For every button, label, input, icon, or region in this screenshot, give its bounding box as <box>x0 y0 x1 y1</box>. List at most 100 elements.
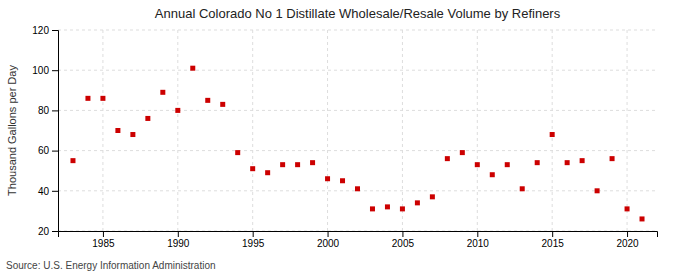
x-tick: 2015 <box>542 231 565 249</box>
y-tick-label: 20 <box>38 226 50 237</box>
grid-line-x <box>627 30 628 231</box>
grid-line-y <box>58 70 657 71</box>
x-tick: 1985 <box>92 231 115 249</box>
point <box>145 116 150 121</box>
x-tick-label: 1995 <box>242 238 265 249</box>
point <box>295 162 300 167</box>
point <box>175 108 180 113</box>
point <box>520 186 525 191</box>
y-axis: 20 40 60 80 100 120 <box>32 25 58 237</box>
point <box>595 188 600 193</box>
x-tick-label: 1985 <box>92 238 115 249</box>
x-axis-line <box>59 232 658 238</box>
title: Annual Colorado No 1 Distillate Wholesal… <box>155 6 561 21</box>
y-tick-mark <box>52 191 58 192</box>
grid-line-y <box>58 150 657 151</box>
point <box>355 186 360 191</box>
x-tick-label: 2010 <box>467 238 490 249</box>
point <box>340 178 345 183</box>
point <box>460 150 465 155</box>
y-tick-mark <box>52 231 58 232</box>
x-axis: 1985 1990 1995 2000 2005 2010 2015 2020 <box>59 231 658 249</box>
point <box>160 90 165 95</box>
x-tick-label: 1990 <box>167 238 190 249</box>
grid-line-y <box>58 110 657 111</box>
point <box>70 158 75 163</box>
grid-line-x <box>177 30 178 231</box>
y-tick: 100 <box>32 65 58 76</box>
y-tick-mark <box>52 30 58 31</box>
x-tick: 2020 <box>616 231 639 249</box>
x-tick-mark <box>627 231 628 237</box>
point <box>130 132 135 137</box>
y-tick-label: 100 <box>32 65 49 76</box>
y-tick-mark <box>52 70 58 71</box>
point <box>220 102 225 107</box>
grid-line-x <box>102 30 103 231</box>
grid-line-x <box>402 30 403 231</box>
grid-line-x <box>552 30 553 231</box>
y-axis-line <box>52 31 59 232</box>
point <box>430 194 435 199</box>
y-tick-label: 120 <box>32 25 49 36</box>
grid-line-x <box>327 30 328 231</box>
point <box>415 200 420 205</box>
point <box>85 96 90 101</box>
point <box>250 166 255 171</box>
x-tick: 2000 <box>317 231 340 249</box>
x-tick-mark <box>402 231 403 237</box>
point <box>640 216 645 221</box>
x-tick-mark <box>103 231 104 237</box>
point <box>115 128 120 133</box>
point <box>535 160 540 165</box>
point <box>445 156 450 161</box>
point <box>550 132 555 137</box>
x-tick-mark <box>552 231 553 237</box>
grid-line-y <box>58 30 657 31</box>
y-tick: 60 <box>38 145 58 156</box>
y-tick: 40 <box>38 186 58 197</box>
y-tick: 80 <box>38 105 58 116</box>
point <box>190 66 195 71</box>
point <box>280 162 285 167</box>
point <box>475 162 480 167</box>
point <box>610 156 615 161</box>
plot-area <box>70 66 644 222</box>
point <box>370 206 375 211</box>
y-tick-label: 60 <box>38 145 50 156</box>
chart: 1985199019952000200520102015202020406080… <box>0 0 675 275</box>
x-tick-label: 2015 <box>542 238 565 249</box>
point <box>565 160 570 165</box>
grid-line-x <box>477 30 478 231</box>
x-tick: 1990 <box>167 231 190 249</box>
point <box>310 160 315 165</box>
x-tick-mark <box>253 231 254 237</box>
x-tick-mark <box>178 231 179 237</box>
point <box>100 96 105 101</box>
source-note: Source: U.S. Energy Information Administ… <box>6 260 216 271</box>
y-tick: 20 <box>38 226 58 237</box>
y-tick: 120 <box>32 25 58 36</box>
point <box>385 204 390 209</box>
point <box>400 206 405 211</box>
point <box>505 162 510 167</box>
point <box>235 150 240 155</box>
x-tick-label: 2000 <box>317 238 340 249</box>
point <box>205 98 210 103</box>
point <box>265 170 270 175</box>
point <box>625 206 630 211</box>
y-axis-title: Thousand Gallons per Day <box>6 65 18 196</box>
x-tick: 2010 <box>467 231 490 249</box>
x-tick-mark <box>328 231 329 237</box>
grid-line-x <box>252 30 253 231</box>
y-tick-label: 40 <box>38 186 50 197</box>
x-tick: 2005 <box>392 231 415 249</box>
point <box>325 176 330 181</box>
point <box>580 158 585 163</box>
point <box>490 172 495 177</box>
y-tick-mark <box>52 110 58 111</box>
x-tick-label: 2020 <box>616 238 639 249</box>
y-tick-mark <box>52 151 58 152</box>
x-tick-label: 2005 <box>392 238 415 249</box>
x-tick: 1995 <box>242 231 265 249</box>
